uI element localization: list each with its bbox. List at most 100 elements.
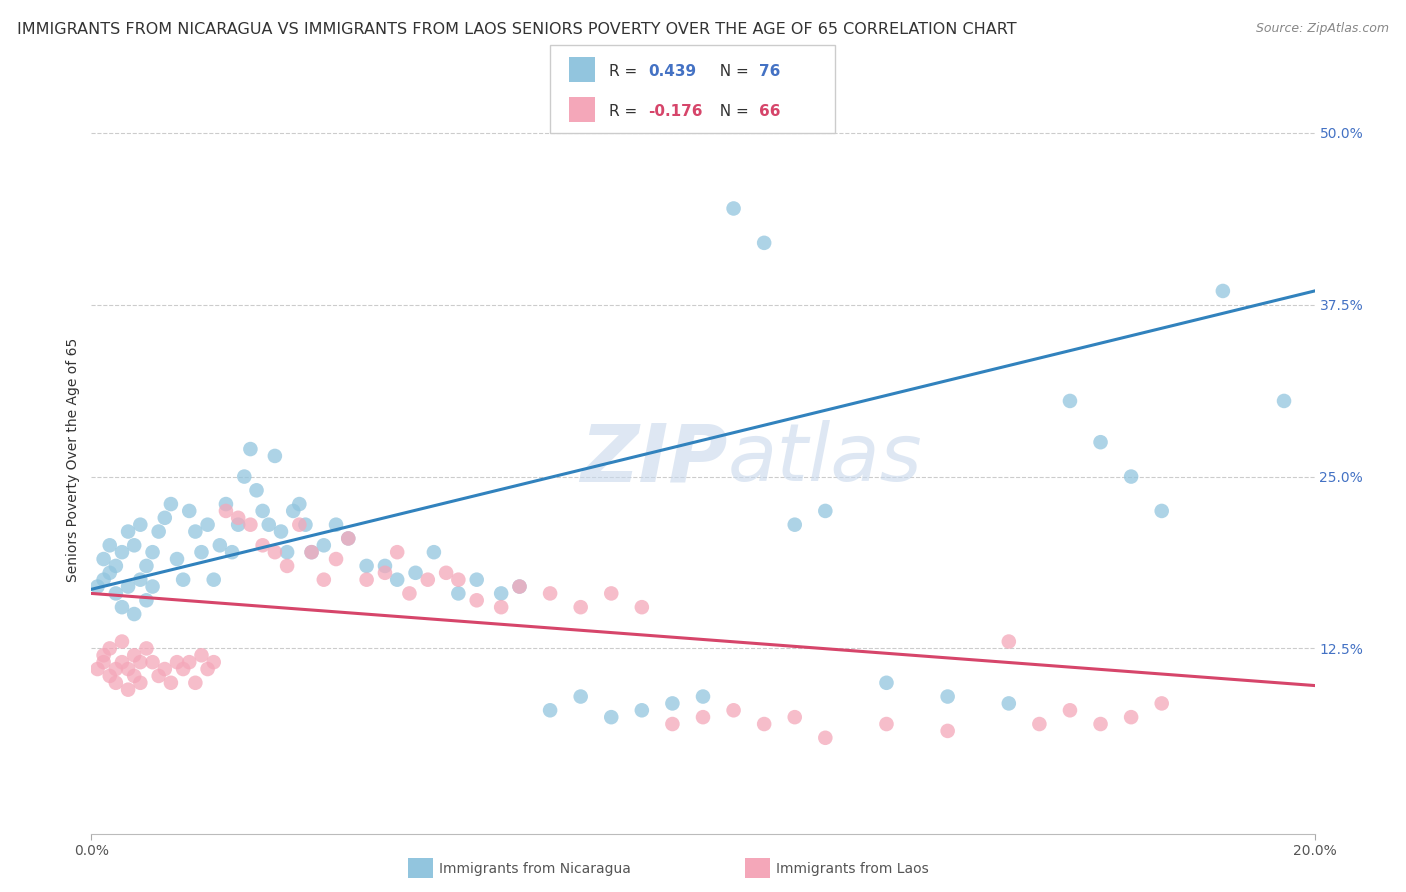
Point (264, 449, 287, 463)
Point (283, 504, 305, 518)
Point (814, 731, 837, 745)
Point (600, 586, 623, 600)
Point (184, 675, 207, 690)
Point (245, 483, 267, 498)
Point (98, 641, 121, 656)
Point (135, 558, 157, 573)
Point (166, 552, 188, 566)
Point (148, 524, 170, 539)
Point (179, 504, 201, 518)
Text: R =: R = (609, 104, 643, 120)
Point (111, 634, 134, 648)
Point (783, 517, 806, 532)
Point (226, 511, 249, 525)
Point (190, 648, 212, 663)
Point (754, 235, 776, 250)
Point (423, 545, 446, 559)
Point (104, 586, 127, 600)
Point (447, 586, 470, 600)
Point (374, 566, 396, 580)
Point (398, 586, 420, 600)
Point (197, 517, 219, 532)
Point (117, 682, 139, 697)
Point (233, 469, 256, 483)
Text: R =: R = (609, 64, 643, 79)
Point (93, 573, 115, 587)
Point (148, 669, 170, 683)
Point (98, 538, 121, 552)
Point (93, 655, 115, 669)
Point (723, 703, 745, 717)
Point (1121, 469, 1143, 483)
Text: N =: N = (710, 64, 754, 79)
Point (1059, 393, 1081, 408)
Point (1028, 717, 1050, 731)
Point (135, 641, 157, 656)
Point (600, 710, 623, 724)
Point (276, 545, 298, 559)
Point (98, 566, 121, 580)
Point (783, 710, 806, 724)
Point (692, 690, 714, 704)
Point (692, 710, 714, 724)
Text: 76: 76 (759, 64, 780, 79)
Point (166, 655, 188, 669)
Point (264, 545, 287, 559)
Point (509, 580, 531, 594)
Point (465, 593, 488, 607)
Point (723, 202, 745, 216)
Point (226, 517, 249, 532)
Point (276, 558, 298, 573)
Point (197, 662, 219, 676)
Text: IMMIGRANTS FROM NICARAGUA VS IMMIGRANTS FROM LAOS SENIORS POVERTY OVER THE AGE O: IMMIGRANTS FROM NICARAGUA VS IMMIGRANTS … (17, 22, 1017, 37)
Point (221, 545, 243, 559)
Point (141, 545, 163, 559)
Point (489, 600, 512, 615)
Point (356, 558, 378, 573)
Point (509, 580, 531, 594)
Point (93, 648, 115, 663)
Point (117, 580, 139, 594)
Point (1150, 504, 1173, 518)
Point (288, 497, 311, 511)
Point (416, 573, 439, 587)
Point (129, 655, 152, 669)
Point (111, 655, 134, 669)
Point (489, 586, 512, 600)
Point (160, 675, 183, 690)
Point (190, 545, 212, 559)
Point (754, 717, 776, 731)
Point (111, 600, 134, 615)
Point (117, 662, 139, 676)
Point (356, 573, 378, 587)
Point (202, 573, 225, 587)
Point (1272, 393, 1295, 408)
Point (998, 697, 1021, 711)
Point (1059, 703, 1081, 717)
Point (569, 690, 592, 704)
Point (270, 524, 292, 539)
Point (385, 573, 409, 587)
Point (814, 504, 837, 518)
Point (129, 517, 152, 532)
Point (1150, 697, 1173, 711)
Point (252, 504, 274, 518)
Point (160, 497, 183, 511)
Point (301, 545, 323, 559)
Point (447, 573, 470, 587)
Point (875, 717, 898, 731)
Point (122, 538, 145, 552)
Point (661, 697, 683, 711)
Point (86, 662, 108, 676)
Text: Immigrants from Laos: Immigrants from Laos (776, 862, 929, 876)
Text: atlas: atlas (727, 420, 922, 499)
Point (631, 703, 654, 717)
Point (215, 497, 238, 511)
Point (153, 511, 176, 525)
Point (104, 558, 127, 573)
Text: 0.439: 0.439 (648, 64, 696, 79)
Point (153, 662, 176, 676)
Point (312, 538, 335, 552)
Text: 66: 66 (759, 104, 780, 120)
Point (538, 586, 561, 600)
